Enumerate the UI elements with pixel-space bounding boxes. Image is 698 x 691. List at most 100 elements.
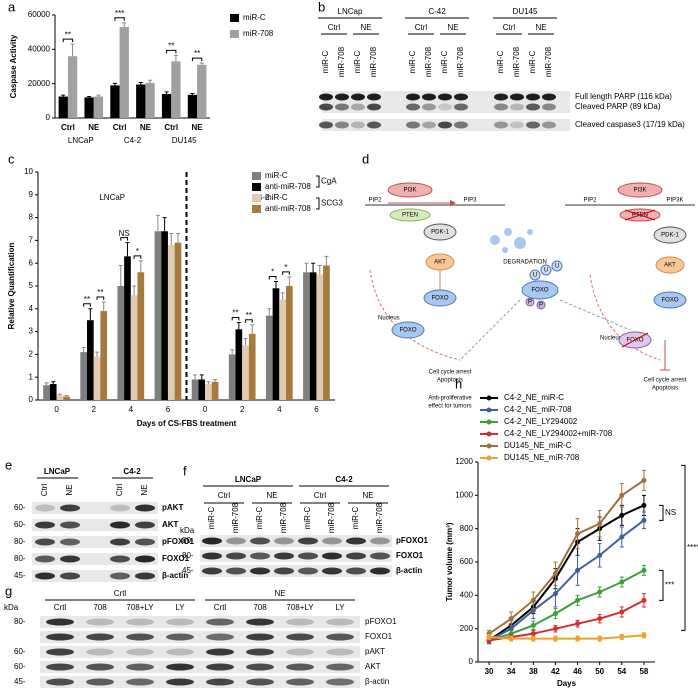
point [552, 591, 558, 597]
error-bar [112, 82, 117, 86]
kda-label: 80- [14, 537, 26, 546]
x-tick-label: 58 [639, 667, 648, 676]
y-tick-label: 60000 [28, 10, 51, 19]
blot-band [274, 552, 294, 560]
y-tick-label: 400 [460, 590, 474, 599]
legend-marker [486, 443, 492, 449]
x-tick-label: Ctrl [113, 123, 127, 132]
bar [197, 64, 207, 118]
bar [309, 272, 317, 400]
condition-label: NE [362, 491, 373, 500]
point [552, 571, 558, 577]
blot-band [126, 678, 154, 686]
blot-band [46, 678, 74, 686]
blot-strip [32, 536, 158, 548]
node-label: PDK-1 [431, 230, 449, 236]
y-tick-label: 200 [460, 624, 474, 633]
point [619, 534, 625, 540]
point [597, 589, 603, 595]
blot-band [246, 663, 274, 671]
node-label: Nucleus [378, 316, 400, 322]
kda-label: 45- [182, 566, 194, 575]
protein-label: FOXO1 [396, 551, 424, 560]
y-tick-label: 800 [460, 524, 474, 533]
x-tick-label: 4 [129, 405, 134, 414]
condition-label: NE [266, 491, 277, 500]
blot-band [326, 618, 354, 626]
error-bar [175, 233, 180, 243]
blot-band [60, 521, 80, 529]
panel-label: h [455, 376, 462, 391]
node-label: PI3K [633, 188, 646, 194]
bar [161, 93, 172, 118]
legend-label: C4-2_NE_LY294002+miR-708 [504, 429, 613, 438]
legend-swatch [252, 183, 261, 191]
lane-label: Ctrl [115, 484, 124, 497]
lane-label: Ctrl [40, 484, 49, 497]
blot-band [335, 93, 349, 101]
point [597, 636, 603, 642]
error-bar [267, 308, 272, 316]
group-label: LNCaP [68, 136, 94, 145]
blot-band [326, 663, 354, 671]
blot-band [298, 537, 318, 545]
blot-strip [200, 550, 392, 562]
error-bar [125, 242, 130, 257]
blot-band [438, 121, 452, 129]
legend-label: miR-C [265, 193, 288, 202]
blot-band [206, 648, 234, 656]
blot-band [346, 537, 366, 545]
lane-label: miR-708 [375, 502, 384, 533]
protein-label: FOXO1 [365, 632, 393, 641]
legend-label: C4-2_NE_miR-708 [504, 405, 572, 414]
point [552, 636, 558, 642]
error-bar [230, 349, 235, 355]
blot-strip [40, 676, 360, 688]
lane-label: miR-C [496, 50, 505, 73]
significance-bracket [191, 57, 203, 62]
point [597, 552, 603, 558]
blot-band [542, 103, 556, 111]
bar [167, 244, 175, 400]
significance-bracket [62, 38, 74, 43]
blot-band [286, 648, 314, 656]
blot-strip [40, 646, 360, 658]
point [575, 531, 581, 537]
cell-line-label: C4-2 [123, 467, 141, 476]
blot-band [542, 93, 556, 101]
point [508, 636, 514, 642]
error-bar [213, 378, 218, 382]
significance-label: * [284, 263, 287, 272]
blot-band [60, 555, 80, 563]
point [641, 567, 647, 573]
blot-band [206, 633, 234, 641]
blot-band [454, 103, 468, 111]
blot-strip [40, 616, 360, 628]
error-bar [95, 351, 100, 357]
lane-label: miR-708 [279, 502, 288, 533]
kda-label: 60- [14, 662, 26, 671]
kda-title: kDa [180, 526, 195, 535]
blot-band [326, 633, 354, 641]
legend-label: DU145_NE_miR-C [504, 441, 572, 450]
y-tick-label: 4 [29, 304, 34, 313]
significance-label: ** [84, 295, 90, 304]
lane-label: 708+LY [126, 603, 154, 612]
point [530, 631, 536, 637]
point [597, 521, 603, 527]
condition-label: NE [535, 23, 546, 32]
lane-label: miR-C [408, 50, 417, 73]
blot-band [454, 93, 468, 101]
point [530, 622, 536, 628]
blot-band [494, 93, 508, 101]
y-tick-label: 1000 [455, 490, 473, 499]
point [619, 492, 625, 498]
kda-label: 60- [14, 503, 26, 512]
lane-label: miR-C [440, 50, 449, 73]
legend-label: C4-2_NE_miR-C [504, 393, 564, 402]
blot-band [406, 103, 420, 111]
bar [43, 385, 50, 400]
blot-band [319, 93, 333, 101]
outcome-label: Cell cycle arrest [429, 370, 472, 376]
blot-strip [200, 535, 392, 547]
